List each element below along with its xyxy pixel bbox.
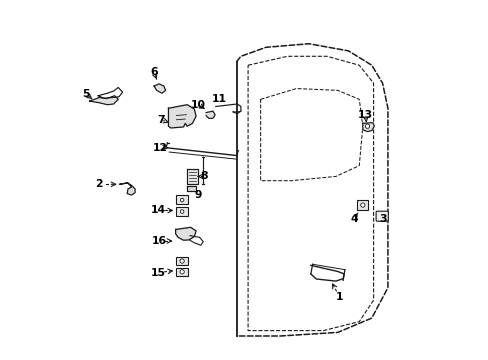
Text: 15: 15 [151, 267, 165, 278]
Text: 2: 2 [95, 179, 103, 189]
Circle shape [365, 124, 369, 129]
Text: 10: 10 [190, 100, 205, 110]
Circle shape [180, 198, 183, 202]
Bar [176, 267, 187, 276]
Polygon shape [175, 227, 196, 240]
Polygon shape [362, 123, 373, 132]
Text: 12: 12 [152, 143, 167, 153]
Bar [176, 207, 187, 216]
Text: 11: 11 [211, 94, 226, 104]
Bar [176, 257, 187, 265]
Circle shape [360, 203, 364, 207]
Polygon shape [187, 186, 196, 192]
Text: 3: 3 [378, 215, 386, 224]
Circle shape [180, 270, 184, 274]
Text: 1: 1 [335, 292, 343, 302]
Bar [176, 195, 187, 204]
Text: 7: 7 [157, 115, 164, 125]
Text: 13: 13 [357, 111, 372, 121]
Circle shape [180, 210, 183, 213]
Text: 4: 4 [349, 215, 357, 224]
Polygon shape [168, 105, 196, 128]
Polygon shape [89, 96, 118, 105]
Polygon shape [154, 84, 165, 93]
Polygon shape [120, 183, 135, 195]
Text: 9: 9 [194, 190, 201, 201]
Text: 5: 5 [82, 89, 90, 99]
Polygon shape [187, 169, 198, 184]
Circle shape [180, 259, 184, 263]
Bar [357, 200, 367, 211]
Text: 8: 8 [200, 171, 208, 181]
Polygon shape [206, 111, 215, 118]
Text: 6: 6 [150, 67, 158, 77]
FancyBboxPatch shape [375, 211, 387, 221]
Text: 16: 16 [152, 236, 167, 246]
Text: 14: 14 [151, 206, 165, 216]
